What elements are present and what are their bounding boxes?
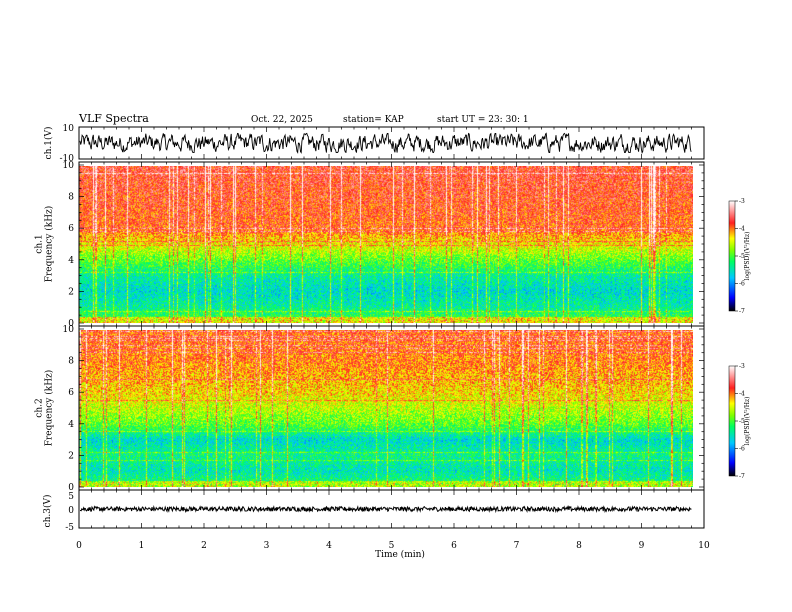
- ch3-ytick-bottom: -5: [65, 523, 74, 533]
- time-tick-label: 5: [389, 541, 395, 551]
- ch1-ytick-top: 10: [63, 124, 75, 134]
- time-axis-label: Time (min): [375, 549, 425, 560]
- ch2-spectrogram-panel: 0 2 4 6 8 10 ch.2Frequency (kHz): [35, 325, 705, 493]
- ch3-waveform-line: [80, 505, 692, 514]
- date-label: Oct. 22, 2025: [251, 115, 313, 125]
- ch2-colorbar: -3 -4 -5 -6 -7 log(PSD)(V²/Hz): [728, 363, 751, 480]
- ch2-spectrogram-image: [79, 330, 693, 487]
- freq-tick-label: 8: [68, 193, 74, 203]
- ch1-waveform-ylabel: ch.1(V): [43, 127, 54, 160]
- time-tick-label: 2: [201, 541, 207, 551]
- ch3-waveform-ticks: [78, 490, 705, 528]
- freq-tick-label: 4: [68, 256, 74, 266]
- colorbar-tick-label: -7: [739, 473, 745, 480]
- station-label: station= KAP: [343, 115, 404, 125]
- ch1-ytick-bottom: -10: [60, 154, 75, 164]
- colorbar-tick-label: -3: [739, 363, 745, 370]
- colorbar-tick-label: -7: [739, 308, 745, 315]
- ch1-waveform-frame: [78, 126, 705, 160]
- ch1-colorbar: -3 -4 -5 -6 -7 log(PSD)(V²/Hz): [728, 198, 751, 315]
- ch2-colorbar-label: log(PSD)(V²/Hz): [744, 397, 751, 446]
- ch2-colorbar-ticks: -3 -4 -5 -6 -7: [735, 363, 745, 480]
- ch3-waveform-ylabel: ch.3(V): [42, 495, 53, 528]
- freq-tick-label: 4: [68, 420, 74, 430]
- time-tick-label: 8: [576, 541, 582, 551]
- ch1-waveform-ticks: [78, 127, 705, 159]
- ch3-ytick-mid: 0: [68, 506, 74, 516]
- ch1-spectrogram-yticks: 0 2 4 6 8 10: [63, 161, 704, 329]
- time-tick-label: 10: [698, 541, 710, 551]
- start-time-label: start UT = 23: 30: 1: [437, 115, 529, 125]
- freq-tick-label: 8: [68, 357, 74, 367]
- ch1-colorbar-ticks: -3 -4 -5 -6 -7: [735, 198, 745, 315]
- ch2-channel-label: ch.2Frequency (kHz): [35, 370, 55, 447]
- colorbar-tick-label: -6: [739, 281, 745, 288]
- header: VLF Spectra Oct. 22, 2025 station= KAP s…: [78, 112, 529, 125]
- colorbar-tick-label: -4: [739, 226, 745, 233]
- ch1-channel-label: ch.1Frequency (kHz): [35, 206, 55, 283]
- time-tick-label: 0: [76, 541, 82, 551]
- time-tick-label: 9: [639, 541, 645, 551]
- freq-tick-label: 6: [68, 224, 74, 234]
- colorbar-tick-label: -4: [739, 391, 745, 398]
- freq-tick-label: 10: [63, 325, 75, 335]
- ch1-spectrogram-ticks: [78, 162, 705, 326]
- colorbar-tick-label: -5: [739, 418, 745, 425]
- ch1-waveform-line: [79, 132, 692, 154]
- freq-tick-label: 2: [68, 451, 74, 461]
- ch1-spectrogram-image: [79, 166, 693, 323]
- colorbar-tick-label: -3: [739, 198, 745, 205]
- ch3-waveform-panel: 5 0 -5 ch.3(V): [42, 489, 705, 533]
- freq-tick-label: 0: [68, 319, 74, 329]
- freq-tick-label: 2: [68, 287, 74, 297]
- ch2-spectrogram-yticks: 0 2 4 6 8 10: [63, 325, 704, 493]
- time-tick-label: 3: [264, 541, 270, 551]
- ch1-spectrogram-panel: 0 2 4 6 8 10 ch.1Frequency (kHz): [35, 161, 705, 329]
- freq-tick-label: 6: [68, 388, 74, 398]
- colorbar-tick-label: -6: [739, 446, 745, 453]
- time-tick-label: 1: [139, 541, 145, 551]
- time-tick-label: 6: [451, 541, 457, 551]
- freq-tick-label: 10: [63, 161, 75, 171]
- ch2-colorbar-gradient: [728, 365, 736, 477]
- colorbar-tick-label: -5: [739, 253, 745, 260]
- ch1-colorbar-gradient: [728, 200, 736, 312]
- figure-title: VLF Spectra: [78, 112, 149, 125]
- freq-tick-label: 0: [68, 483, 74, 493]
- ch3-ytick-top: 5: [68, 492, 74, 502]
- time-tick-label: 7: [514, 541, 520, 551]
- ch1-waveform-panel: 10 -10 ch.1(V): [43, 124, 705, 164]
- time-axis: Time (min) 0 1 2 3 4 5 6 7 8 9 10: [76, 541, 710, 560]
- time-tick-label: 4: [326, 541, 332, 551]
- ch1-colorbar-label: log(PSD)(V²/Hz): [744, 232, 751, 281]
